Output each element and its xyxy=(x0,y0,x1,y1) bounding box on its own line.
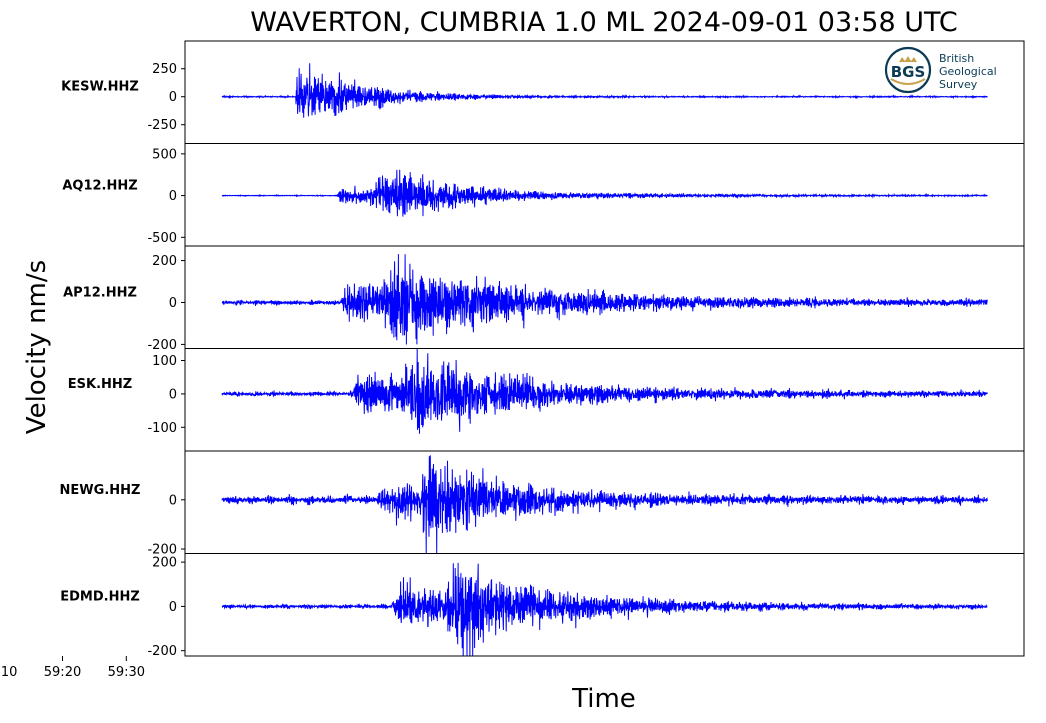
x-axis-label: Time xyxy=(571,684,636,714)
x-tick-label: 59:20 xyxy=(44,665,81,680)
y-tick-label: 250 xyxy=(152,62,177,77)
y-tick-label: -200 xyxy=(147,644,177,659)
station-label: EDMD.HHZ xyxy=(60,589,140,604)
y-tick-label: 0 xyxy=(169,189,177,204)
station-label: ESK.HHZ xyxy=(68,377,132,392)
panels-group: KESW.HHZ2500-250AQ12.HHZ5000-500AP12.HHZ… xyxy=(60,40,1025,659)
y-tick-label: 100 xyxy=(152,354,177,369)
y-tick-label: 200 xyxy=(152,254,177,269)
y-tick-label: -250 xyxy=(147,118,177,133)
y-tick-label: -100 xyxy=(147,421,177,436)
x-tick-label: 59:10 xyxy=(0,665,17,680)
waveform-trace xyxy=(221,455,988,554)
waveform-trace xyxy=(221,63,988,118)
y-tick-label: 0 xyxy=(169,90,177,105)
waveform-trace xyxy=(221,169,988,217)
bgs-logo: BGS British Geological Survey xyxy=(884,46,997,94)
waveform-trace xyxy=(221,348,988,434)
station-label: KESW.HHZ xyxy=(61,80,139,95)
y-tick-label: -200 xyxy=(147,338,177,353)
y-tick-label: 0 xyxy=(169,387,177,402)
bgs-logo-line-2: Geological xyxy=(939,65,997,78)
station-label: AP12.HHZ xyxy=(63,285,137,300)
chart-title: WAVERTON, CUMBRIA 1.0 ML 2024-09-01 03:5… xyxy=(250,7,957,38)
panel-aq12-hhz: AQ12.HHZ 500 0 -500 xyxy=(62,143,1025,247)
bgs-logo-line-1: British xyxy=(939,52,974,65)
panel-edmd-hhz: EDMD.HHZ 200 0 -200 xyxy=(60,553,1025,659)
panel-kesw-hhz: KESW.HHZ 250 0 -250 xyxy=(61,40,1025,144)
waveform-trace xyxy=(221,254,988,345)
y-tick-label: 200 xyxy=(152,556,177,571)
y-tick-label: 0 xyxy=(169,600,177,615)
waveform-trace xyxy=(221,562,988,656)
bgs-logo-mark: BGS xyxy=(891,63,926,81)
crown-icon xyxy=(899,56,917,62)
panel-ap12-hhz: AP12.HHZ 200 0 -200 xyxy=(63,245,1025,353)
y-tick-label: 0 xyxy=(169,296,177,311)
y-tick-label: -200 xyxy=(147,543,177,558)
panel-newg-hhz: NEWG.HHZ 0 -200 xyxy=(60,450,1025,558)
panel-frame xyxy=(184,553,1025,657)
station-label: NEWG.HHZ xyxy=(60,483,141,498)
y-tick-label: -500 xyxy=(147,231,177,246)
y-axis-label: Velocity nm/s xyxy=(22,260,52,434)
y-tick-label: 0 xyxy=(169,493,177,508)
bgs-logo-line-3: Survey xyxy=(939,78,978,91)
logo-arc-icon xyxy=(890,78,926,85)
x-tick-label: 59:30 xyxy=(108,665,145,680)
y-tick-label: 500 xyxy=(152,147,177,162)
station-label: AQ12.HHZ xyxy=(62,179,137,194)
panel-esk-hhz: ESK.HHZ 100 0 -100 xyxy=(68,348,1025,452)
